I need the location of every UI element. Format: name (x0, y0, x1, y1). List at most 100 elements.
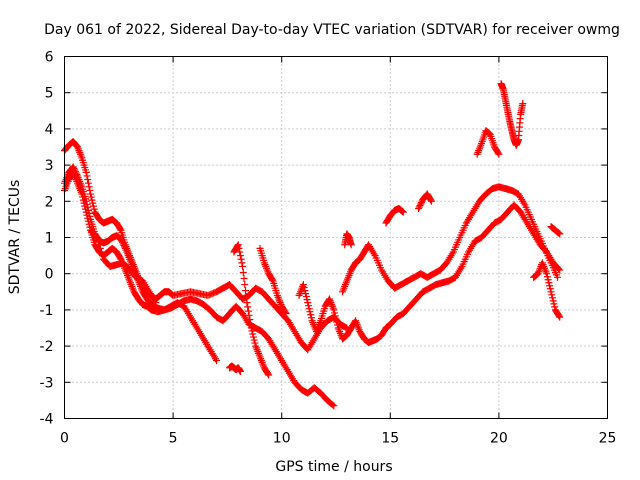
data-point (89, 202, 97, 210)
data-point (238, 259, 246, 267)
data-point (544, 276, 552, 284)
series-track-o (530, 259, 564, 321)
series-track-f (230, 241, 273, 379)
data-point (550, 300, 558, 308)
y-tick-label: 5 (45, 86, 54, 102)
data-point (92, 232, 100, 240)
y-tick-label: 6 (45, 50, 54, 66)
series-track-e (226, 362, 244, 375)
data-point (398, 207, 406, 215)
data-point (549, 297, 557, 305)
x-tick-label: 5 (169, 431, 178, 447)
data-point (84, 214, 92, 222)
data-point (83, 172, 91, 180)
y-tick-label: 3 (45, 158, 54, 174)
series-track-b (61, 163, 338, 410)
data-point (299, 281, 307, 289)
data-point (555, 265, 563, 273)
y-tick-label: -4 (40, 412, 54, 428)
data-point (555, 229, 563, 237)
data-point (307, 314, 315, 322)
tick-layer: 0 5 10 15 20 25 -4 -3 -2 -1 0 1 2 3 4 5 6 (40, 50, 617, 447)
data-point (399, 208, 407, 216)
y-axis-label: SDTVAR / TECUs (7, 180, 23, 295)
data-point (251, 339, 259, 347)
data-point (245, 311, 253, 319)
y-tick-label: 1 (45, 231, 54, 247)
data-point (300, 284, 308, 292)
data-point (331, 312, 339, 320)
data-point (281, 308, 289, 316)
data-point (304, 299, 312, 307)
series-track-n (497, 80, 527, 149)
data-point (89, 199, 97, 207)
data-point (428, 197, 436, 205)
series-track-m (473, 127, 503, 158)
series-track-d (87, 226, 160, 307)
data-point (118, 237, 126, 245)
data-point (152, 299, 160, 307)
data-point (399, 208, 407, 216)
y-tick-label: 2 (45, 194, 54, 210)
data-point (244, 307, 252, 315)
series-track-p (547, 223, 564, 238)
data-point (83, 211, 91, 219)
data-point (241, 281, 249, 289)
x-tick-label: 20 (490, 431, 508, 447)
data-point (548, 294, 556, 302)
data-point (235, 244, 243, 252)
data-point (97, 248, 105, 256)
data-point (554, 273, 562, 281)
data-point (84, 176, 92, 184)
data-point (236, 367, 244, 375)
data-point (264, 370, 272, 378)
data-point (282, 310, 290, 318)
data-point (81, 202, 89, 210)
data-point (554, 229, 562, 237)
y-tick-label: -2 (40, 339, 54, 355)
data-point (330, 402, 338, 410)
data-point (307, 311, 315, 319)
data-point (236, 248, 244, 256)
data-point (79, 196, 87, 204)
series-track-j (341, 230, 355, 249)
data-point (347, 241, 355, 249)
data-point (416, 202, 424, 210)
y-tick-label: 0 (45, 267, 54, 283)
data-point (99, 252, 107, 260)
data-point (248, 327, 256, 335)
data-point (118, 238, 126, 246)
data-point (86, 223, 94, 231)
data-point (250, 336, 258, 344)
chart-title: Day 061 of 2022, Sidereal Day-to-day VTE… (44, 22, 620, 38)
data-point (93, 234, 101, 241)
data-point (234, 241, 242, 249)
data-point (304, 302, 312, 310)
data-point (546, 285, 554, 293)
data-point (415, 203, 423, 211)
data-point (236, 252, 244, 260)
data-point (545, 279, 553, 287)
data-point (495, 150, 503, 158)
data-point (79, 193, 87, 201)
data-point (94, 237, 102, 245)
series-track-i (339, 183, 562, 296)
data-point (242, 293, 250, 301)
data-point (87, 190, 95, 198)
data-point (86, 186, 94, 194)
data-point (265, 371, 273, 379)
data-layer (61, 80, 564, 410)
data-point (243, 299, 251, 307)
series-track-g (256, 244, 290, 318)
data-point (342, 323, 350, 331)
data-point (303, 296, 311, 304)
data-point (302, 290, 310, 298)
data-point (237, 255, 245, 263)
data-point (547, 288, 555, 296)
data-point (551, 303, 559, 311)
data-point (249, 333, 257, 341)
data-point (242, 287, 249, 295)
data-point (240, 275, 248, 283)
data-point (331, 309, 339, 317)
data-point (556, 230, 564, 238)
